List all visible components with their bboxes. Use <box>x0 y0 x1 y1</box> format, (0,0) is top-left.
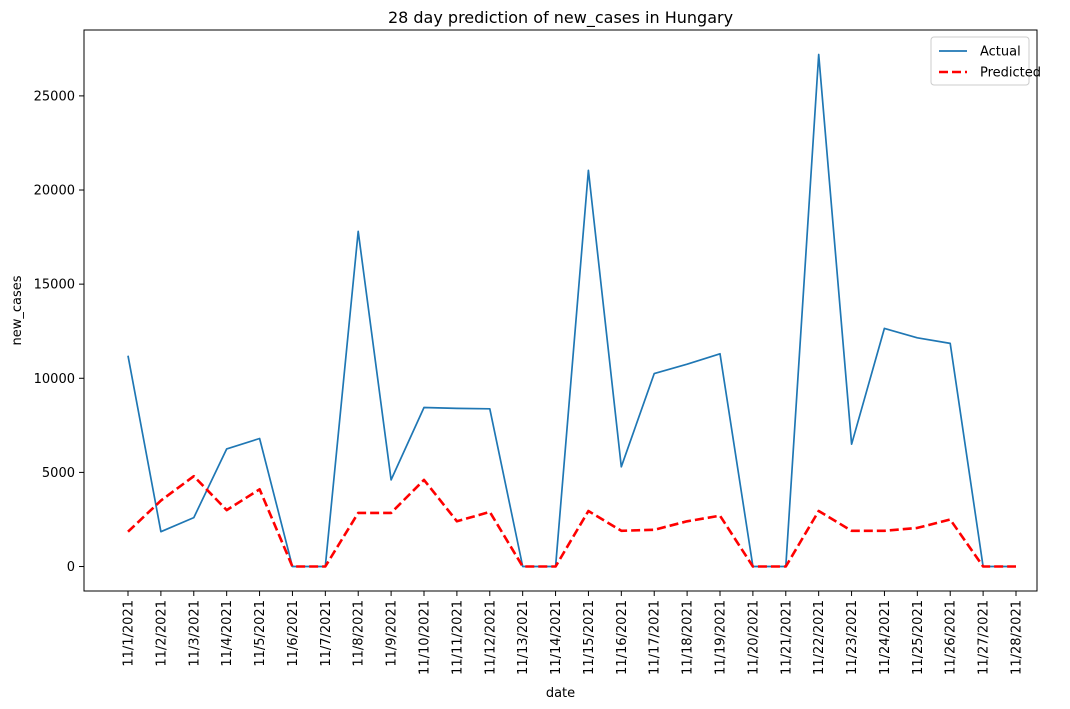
series-layer <box>127 53 1016 568</box>
series-line-actual <box>127 53 1016 568</box>
chart-title: 28 day prediction of new_cases in Hungar… <box>388 8 733 28</box>
x-tick-label: 11/25/2021 <box>911 600 926 675</box>
x-tick-label: 11/15/2021 <box>582 600 597 675</box>
x-tick-label: 11/13/2021 <box>516 600 531 675</box>
y-tick-label: 0 <box>67 560 75 575</box>
y-tick-label: 10000 <box>34 372 75 387</box>
x-tick-label: 11/18/2021 <box>681 600 696 675</box>
x-axis-ticks: 11/1/2021 11/2/2021 11/3/2021 11/4/2021 11/5… <box>122 591 1025 675</box>
y-axis-title: new_cases <box>10 275 25 345</box>
x-tick-label: 11/22/2021 <box>812 600 827 675</box>
x-tick-label: 11/26/2021 <box>944 600 959 675</box>
legend-label-actual: Actual <box>980 45 1021 60</box>
x-tick-label: 11/21/2021 <box>779 600 794 675</box>
series-line-predicted <box>127 474 1016 568</box>
y-tick-label: 15000 <box>34 278 75 293</box>
y-tick-label: 20000 <box>34 184 75 199</box>
legend: Actual Predicted <box>930 36 1041 86</box>
x-axis-title: date <box>546 686 575 701</box>
x-tick-label: 11/19/2021 <box>714 600 729 675</box>
x-tick-label: 11/2/2021 <box>154 600 169 667</box>
x-tick-label: 11/12/2021 <box>483 600 498 675</box>
x-tick-label: 11/16/2021 <box>615 600 630 675</box>
x-tick-label: 11/9/2021 <box>385 600 400 667</box>
x-tick-label: 11/4/2021 <box>220 600 235 667</box>
x-tick-label: 11/6/2021 <box>286 600 301 667</box>
y-tick-label: 25000 <box>34 89 75 104</box>
x-tick-label: 11/24/2021 <box>878 600 893 675</box>
x-tick-label: 11/11/2021 <box>450 600 465 675</box>
x-tick-label: 11/27/2021 <box>977 600 992 675</box>
x-tick-label: 11/23/2021 <box>845 600 860 675</box>
x-tick-label: 11/17/2021 <box>648 600 663 675</box>
x-tick-label: 11/10/2021 <box>418 600 433 675</box>
x-tick-label: 11/5/2021 <box>253 600 268 667</box>
x-tick-label: 11/8/2021 <box>352 600 367 667</box>
x-tick-label: 11/1/2021 <box>122 600 137 667</box>
y-tick-label: 5000 <box>42 466 75 481</box>
x-tick-label: 11/3/2021 <box>187 600 202 667</box>
legend-label-predicted: Predicted <box>980 66 1041 81</box>
plot-frame <box>83 29 1038 592</box>
x-tick-label: 11/20/2021 <box>746 600 761 675</box>
y-axis-ticks: 0 5000 10000 15000 20000 25000 <box>34 89 84 575</box>
x-tick-label: 11/7/2021 <box>319 600 334 667</box>
x-tick-label: 11/14/2021 <box>549 600 564 675</box>
x-tick-label: 11/28/2021 <box>1010 600 1025 675</box>
plot-area-border <box>83 29 1038 592</box>
